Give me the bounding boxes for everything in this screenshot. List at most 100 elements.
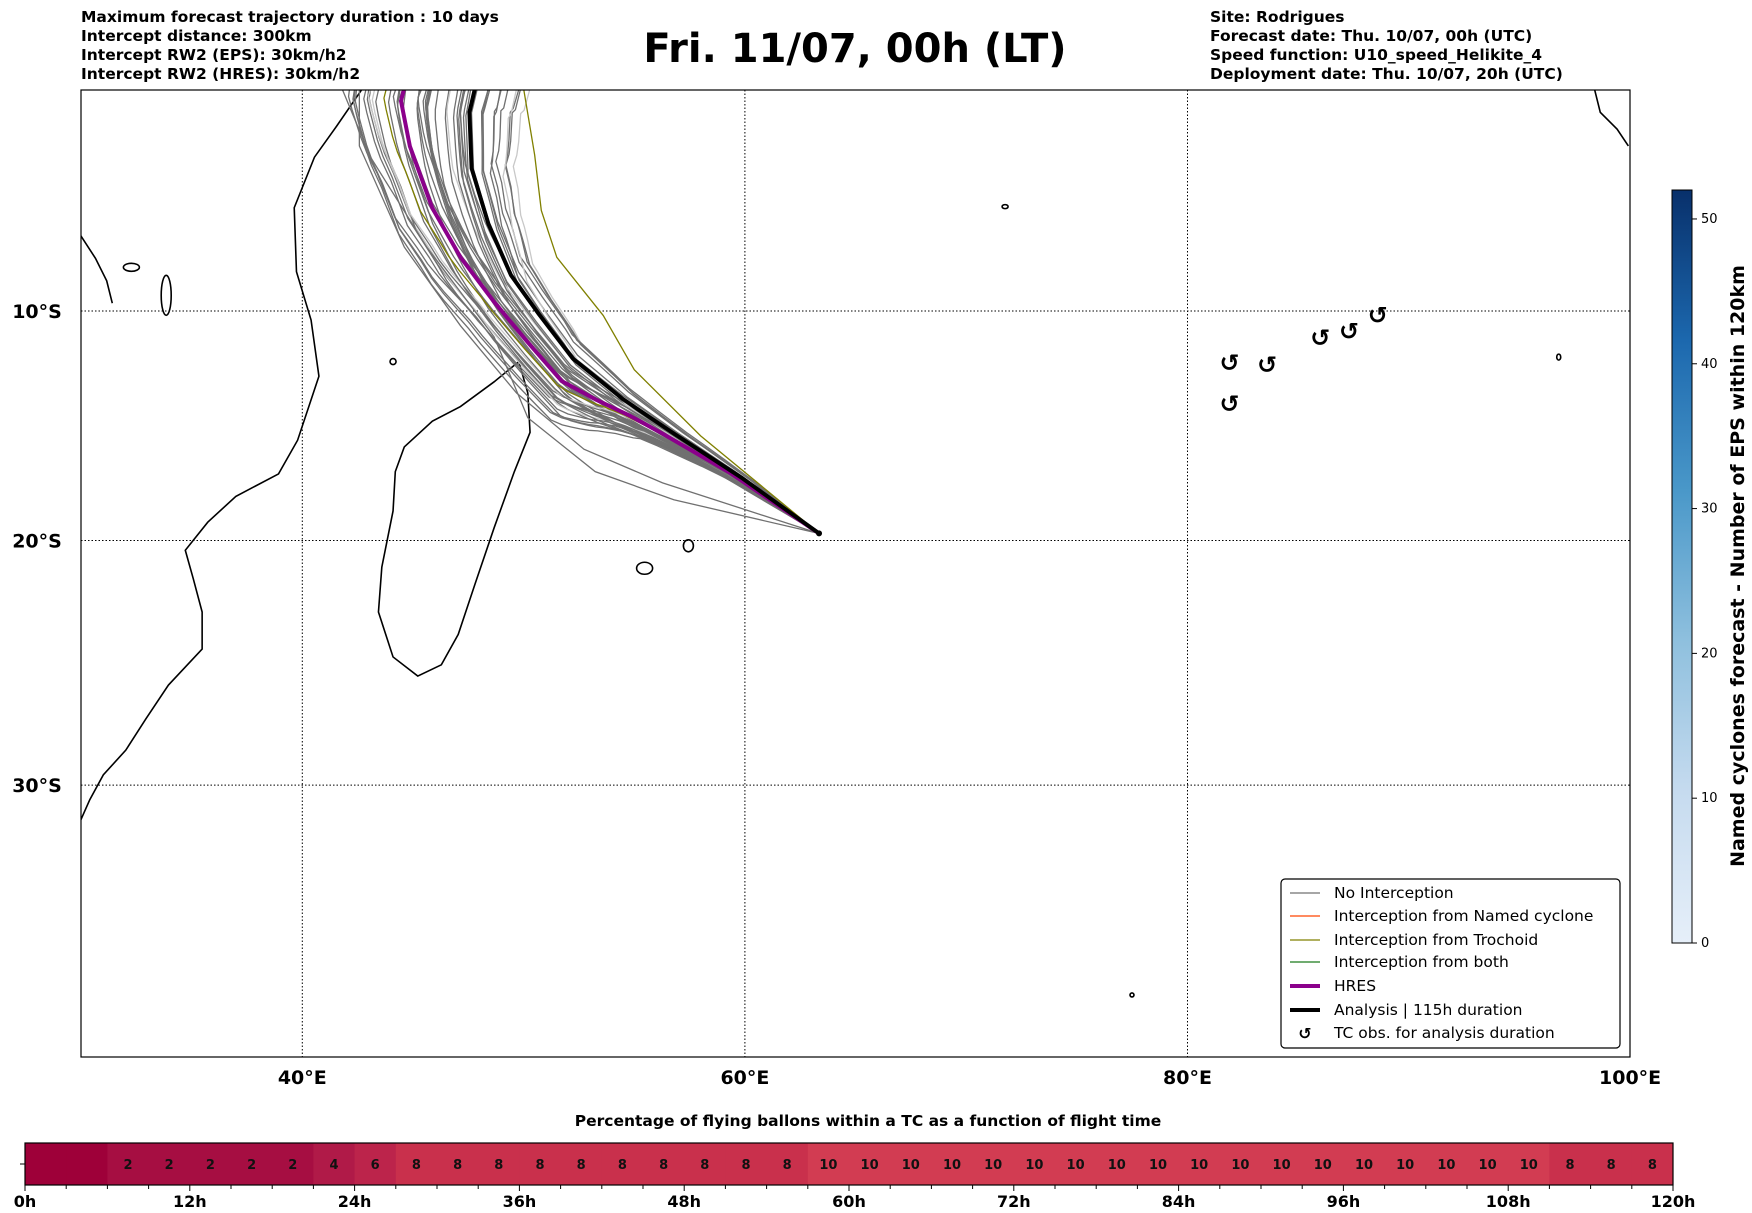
strip-cell <box>1219 1143 1262 1185</box>
strip-cell-value: 8 <box>741 1158 750 1173</box>
strip-cell <box>272 1143 314 1185</box>
colorbar-tick-label: 30 <box>1701 502 1718 517</box>
legend-item-label: HRES <box>1334 977 1376 995</box>
trajectories <box>341 90 823 537</box>
legend-box <box>1280 878 1621 1049</box>
tc-obs-icon: ↺ <box>1219 390 1239 418</box>
tc-obs-icon: ↺ <box>1298 1024 1311 1043</box>
strip-cell-value: 8 <box>577 1158 586 1173</box>
strip-cell-value: 10 <box>1231 1158 1249 1173</box>
lon-tick-label: 80°E <box>1163 1067 1212 1089</box>
strip-cell-value: 10 <box>819 1158 837 1173</box>
india-coast <box>1593 90 1630 147</box>
strip-cell <box>478 1143 520 1185</box>
strip-cell-value: 8 <box>1607 1158 1616 1173</box>
strip-cell <box>1425 1143 1468 1185</box>
coastlines <box>81 90 1630 998</box>
strip-cell <box>519 1143 562 1185</box>
strip-tick-label: 12h <box>173 1192 207 1211</box>
strip-cell <box>107 1143 150 1185</box>
strip-cell <box>1508 1143 1550 1185</box>
lat-tick-label: 20°S <box>12 530 62 552</box>
strip-cell-value: 8 <box>1565 1158 1574 1173</box>
map-frame <box>80 89 1631 1058</box>
analysis-trajectory <box>467 90 821 536</box>
colorbar-tick-label: 0 <box>1701 936 1709 951</box>
strip-cell-value: 2 <box>123 1158 132 1173</box>
strip-cell <box>437 1143 479 1185</box>
island <box>122 262 141 273</box>
strip-cell <box>972 1143 1015 1185</box>
legend-item-label: Interception from Named cyclone <box>1334 907 1593 925</box>
strip-cell-value: 8 <box>618 1158 627 1173</box>
island <box>1001 203 1009 210</box>
strip-cell <box>1137 1143 1180 1185</box>
strip-cell <box>25 1143 67 1185</box>
strip-cell <box>1013 1143 1056 1185</box>
colorbar-tick-label: 40 <box>1701 357 1718 372</box>
strip-cell <box>1590 1143 1633 1185</box>
strip-cell <box>560 1143 603 1185</box>
strip-cell-value: 8 <box>535 1158 544 1173</box>
eps-trajectory <box>416 90 820 534</box>
colorbar: Named cyclones forecast - Number of EPS … <box>1671 189 1749 951</box>
somalia-coast <box>81 235 114 304</box>
strip-cell <box>931 1143 974 1185</box>
legend: No Interception Interception from Named c… <box>1280 878 1621 1049</box>
strip-cell-value: 10 <box>1108 1158 1126 1173</box>
strip-cell <box>231 1143 273 1185</box>
tc-obs-icon: ↺ <box>1368 302 1388 330</box>
strip-cell-value: 10 <box>1273 1158 1291 1173</box>
header-line: Speed function: U10_speed_Helikite_4 <box>1210 46 1542 64</box>
strip-cell-value: 2 <box>247 1158 256 1173</box>
eps-trajectory <box>495 90 820 534</box>
island <box>635 561 654 576</box>
strip-cell <box>643 1143 685 1185</box>
header-line: Intercept RW2 (HRES): 30km/h2 <box>81 65 360 83</box>
island <box>1129 992 1135 998</box>
eps-trajectory <box>347 90 820 534</box>
strip-cell-value: 10 <box>1314 1158 1332 1173</box>
strip-cell <box>1343 1143 1386 1185</box>
strip-cell <box>395 1143 438 1185</box>
strip-tick-label: 96h <box>1327 1192 1361 1211</box>
eps-trajectory <box>505 90 820 534</box>
strip-cell <box>849 1143 891 1185</box>
strip-cell-value: 8 <box>412 1158 421 1173</box>
gridlines <box>81 90 1630 1057</box>
strip-cell-value: 8 <box>1648 1158 1657 1173</box>
colorbar-tick-label: 10 <box>1701 791 1718 806</box>
eps-trajectory <box>458 90 820 534</box>
strip-title: Percentage of flying ballons within a TC… <box>575 1112 1162 1130</box>
strip-cell <box>189 1143 232 1185</box>
eps-trajectory <box>353 90 820 534</box>
lat-tick-label: 30°S <box>12 775 62 797</box>
strip-cell-value: 10 <box>1520 1158 1538 1173</box>
island <box>160 274 173 317</box>
strip-cell-value: 8 <box>494 1158 503 1173</box>
strip-cell <box>313 1143 356 1185</box>
strip-cell <box>684 1143 726 1185</box>
eps-trajectory <box>387 90 820 534</box>
header-line: Site: Rodrigues <box>1210 8 1345 26</box>
eps-trajectory <box>417 90 820 534</box>
axis-labels: 40°E 60°E 80°E 100°E 10°S 20°S 30°S <box>12 301 1661 1089</box>
legend-item-label: No Interception <box>1334 884 1454 902</box>
page-title: Fri. 11/07, 00h (LT) <box>643 26 1066 72</box>
eps-trajectory <box>375 90 820 534</box>
strip-cell <box>1467 1143 1509 1185</box>
strip-tick-label: 24h <box>338 1192 372 1211</box>
strip-cell-value: 2 <box>206 1158 215 1173</box>
strip-cell-value: 8 <box>453 1158 462 1173</box>
strip-cell <box>66 1143 108 1185</box>
legend-item-label: Interception from both <box>1334 953 1509 971</box>
strip-cell <box>1178 1143 1221 1185</box>
strip-cell <box>1549 1143 1592 1185</box>
strip-cell-value: 10 <box>1355 1158 1373 1173</box>
strip-cell <box>890 1143 932 1185</box>
strip-tick-label: 60h <box>832 1192 866 1211</box>
strip-cell-value: 8 <box>659 1158 668 1173</box>
strip-cell-value: 10 <box>1067 1158 1085 1173</box>
strip-cell <box>807 1143 850 1185</box>
strip-cell-value: 10 <box>1025 1158 1043 1173</box>
